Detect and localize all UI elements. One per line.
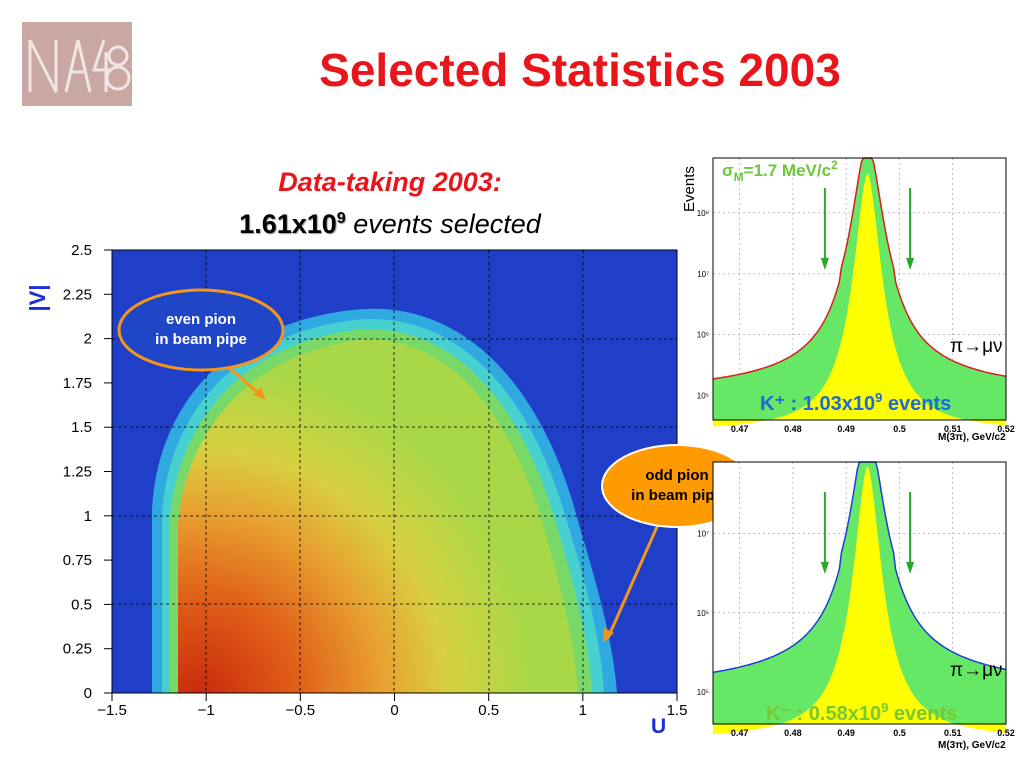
cut-arrowhead (820, 562, 829, 574)
hist1-pimunu-area (713, 158, 1006, 420)
hist-x-tick-label: 0.52 (997, 424, 1015, 434)
x-tick-label: 0.5 (478, 702, 499, 719)
hist2-cut-arrows (820, 492, 915, 574)
na48-logo (22, 22, 132, 106)
hist1-xlabel: M(3π), GeV/c2 (938, 432, 1006, 443)
hist-x-tick-label: 0.49 (837, 728, 855, 738)
hist1-grid (713, 158, 1007, 420)
events-exponent: 9 (336, 210, 346, 227)
y-tick-label: 1.25 (63, 464, 92, 481)
y-tick-label: 0 (84, 685, 92, 702)
y-tick-label: 1.5 (71, 419, 92, 436)
even-pion-line1: even pion (166, 311, 236, 328)
hist2-pimunu-area (713, 462, 1006, 724)
hist-y-tick-label: 10⁷ (697, 270, 709, 279)
data-taking-heading: Data-taking 2003: (278, 167, 502, 197)
hist-x-tick-label: 0.47 (731, 424, 749, 434)
events-selected-line: 1.61x109 events selected (180, 202, 600, 241)
x-tick-label: −0.5 (286, 702, 316, 719)
hist-x-tick-label: 0.52 (997, 728, 1015, 738)
annotation-odd-pion: odd pion in beam pipe (601, 444, 753, 643)
events-suffix: events selected (345, 209, 541, 239)
hist-y-tick-label: 10⁵ (697, 688, 709, 697)
events-count: 1.61x10 (239, 209, 337, 239)
na48-logo-glyph (28, 39, 131, 93)
hist-x-tick-label: 0.48 (784, 728, 802, 738)
heatmap-background (112, 250, 677, 693)
odd-pion-line1: odd pion (645, 467, 708, 484)
hist2-kminus-label: K⁻ : 0.58x109 events (766, 700, 957, 725)
y-tick-label: 2.25 (63, 286, 92, 303)
hist-y-tick-label: 10⁶ (697, 609, 709, 618)
hist2-xlabel: M(3π), GeV/c2 (938, 740, 1006, 751)
hist-y-tick-label: 10⁸ (697, 209, 709, 218)
hist-x-tick-label: 0.48 (784, 424, 802, 434)
cut-arrowhead (906, 258, 915, 270)
y-axis-label: |V| (25, 285, 50, 312)
hist1-ylabel: Events (681, 166, 698, 212)
hist2-signal-area (713, 466, 1006, 734)
y-tick-label: 1 (84, 508, 92, 525)
hist-x-tick-label: 0.49 (837, 424, 855, 434)
heatmap-axes: −1.5 −1 −0.5 0 0.5 1 1.5 0 0.25 0.5 0.75 1 1.25 1.5 1.… (63, 242, 688, 719)
heatmap-frame (111, 249, 678, 694)
hist-x-tick-label: 0.51 (944, 728, 962, 738)
hist2-total-line (712, 461, 1007, 674)
dalitz-boundary (152, 308, 617, 693)
x-tick-label: −1.5 (97, 702, 127, 719)
cut-arrowhead (906, 562, 915, 574)
hist1-signal-area (713, 173, 1006, 427)
hist-y-tick-label: 10⁵ (697, 392, 709, 401)
hist1-kplus-label: K⁺ : 1.03x109 events (760, 390, 951, 415)
x-tick-label: −1 (198, 702, 215, 719)
x-tick-label: 1.5 (667, 702, 688, 719)
heatmap-grid (112, 250, 677, 693)
hist2-axes: 0.47 0.48 0.49 0.5 0.51 0.52 10⁵ 10⁶ 10⁷ (697, 529, 1015, 738)
x-tick-label: 0 (390, 702, 398, 719)
hist2-pimunu-label: π→μν (950, 660, 1003, 681)
hist-y-tick-label: 10⁶ (697, 331, 709, 340)
hist2-grid (713, 462, 1007, 724)
odd-pion-line2: in beam pipe (631, 487, 723, 504)
hist1-axes: 0.47 0.48 0.49 0.5 0.51 0.52 10⁵ 10⁶ 10⁷ 10⁸ (697, 209, 1015, 434)
hist-x-tick-label: 0.5 (893, 424, 906, 434)
y-tick-label: 0.25 (63, 641, 92, 658)
y-tick-label: 1.75 (63, 375, 92, 392)
hist1-pimunu-label: π→μν (950, 336, 1003, 357)
cut-arrowhead (820, 258, 829, 270)
sigma-m-label: σM=1.7 MeV/c2 (722, 158, 838, 184)
y-tick-label: 2.5 (71, 242, 92, 259)
hist1-cut-arrows (820, 188, 915, 270)
hist-x-tick-label: 0.51 (944, 424, 962, 434)
hist-x-tick-label: 0.5 (893, 728, 906, 738)
hist-y-tick-label: 10⁷ (697, 529, 709, 538)
hist-x-tick-label: 0.47 (731, 728, 749, 738)
hist1-total-line (712, 157, 1007, 380)
y-tick-label: 2 (84, 331, 92, 348)
even-pion-line2: in beam pipe (155, 331, 247, 348)
hist1-frame-bg (713, 158, 1006, 420)
x-axis-label: U (651, 715, 666, 738)
annotation-even-pion: even pion in beam pipe (117, 288, 285, 400)
y-tick-label: 0.5 (71, 596, 92, 613)
x-tick-label: 1 (579, 702, 587, 719)
slide-title: Selected Statistics 2003 (319, 44, 841, 96)
y-tick-label: 0.75 (63, 552, 92, 569)
